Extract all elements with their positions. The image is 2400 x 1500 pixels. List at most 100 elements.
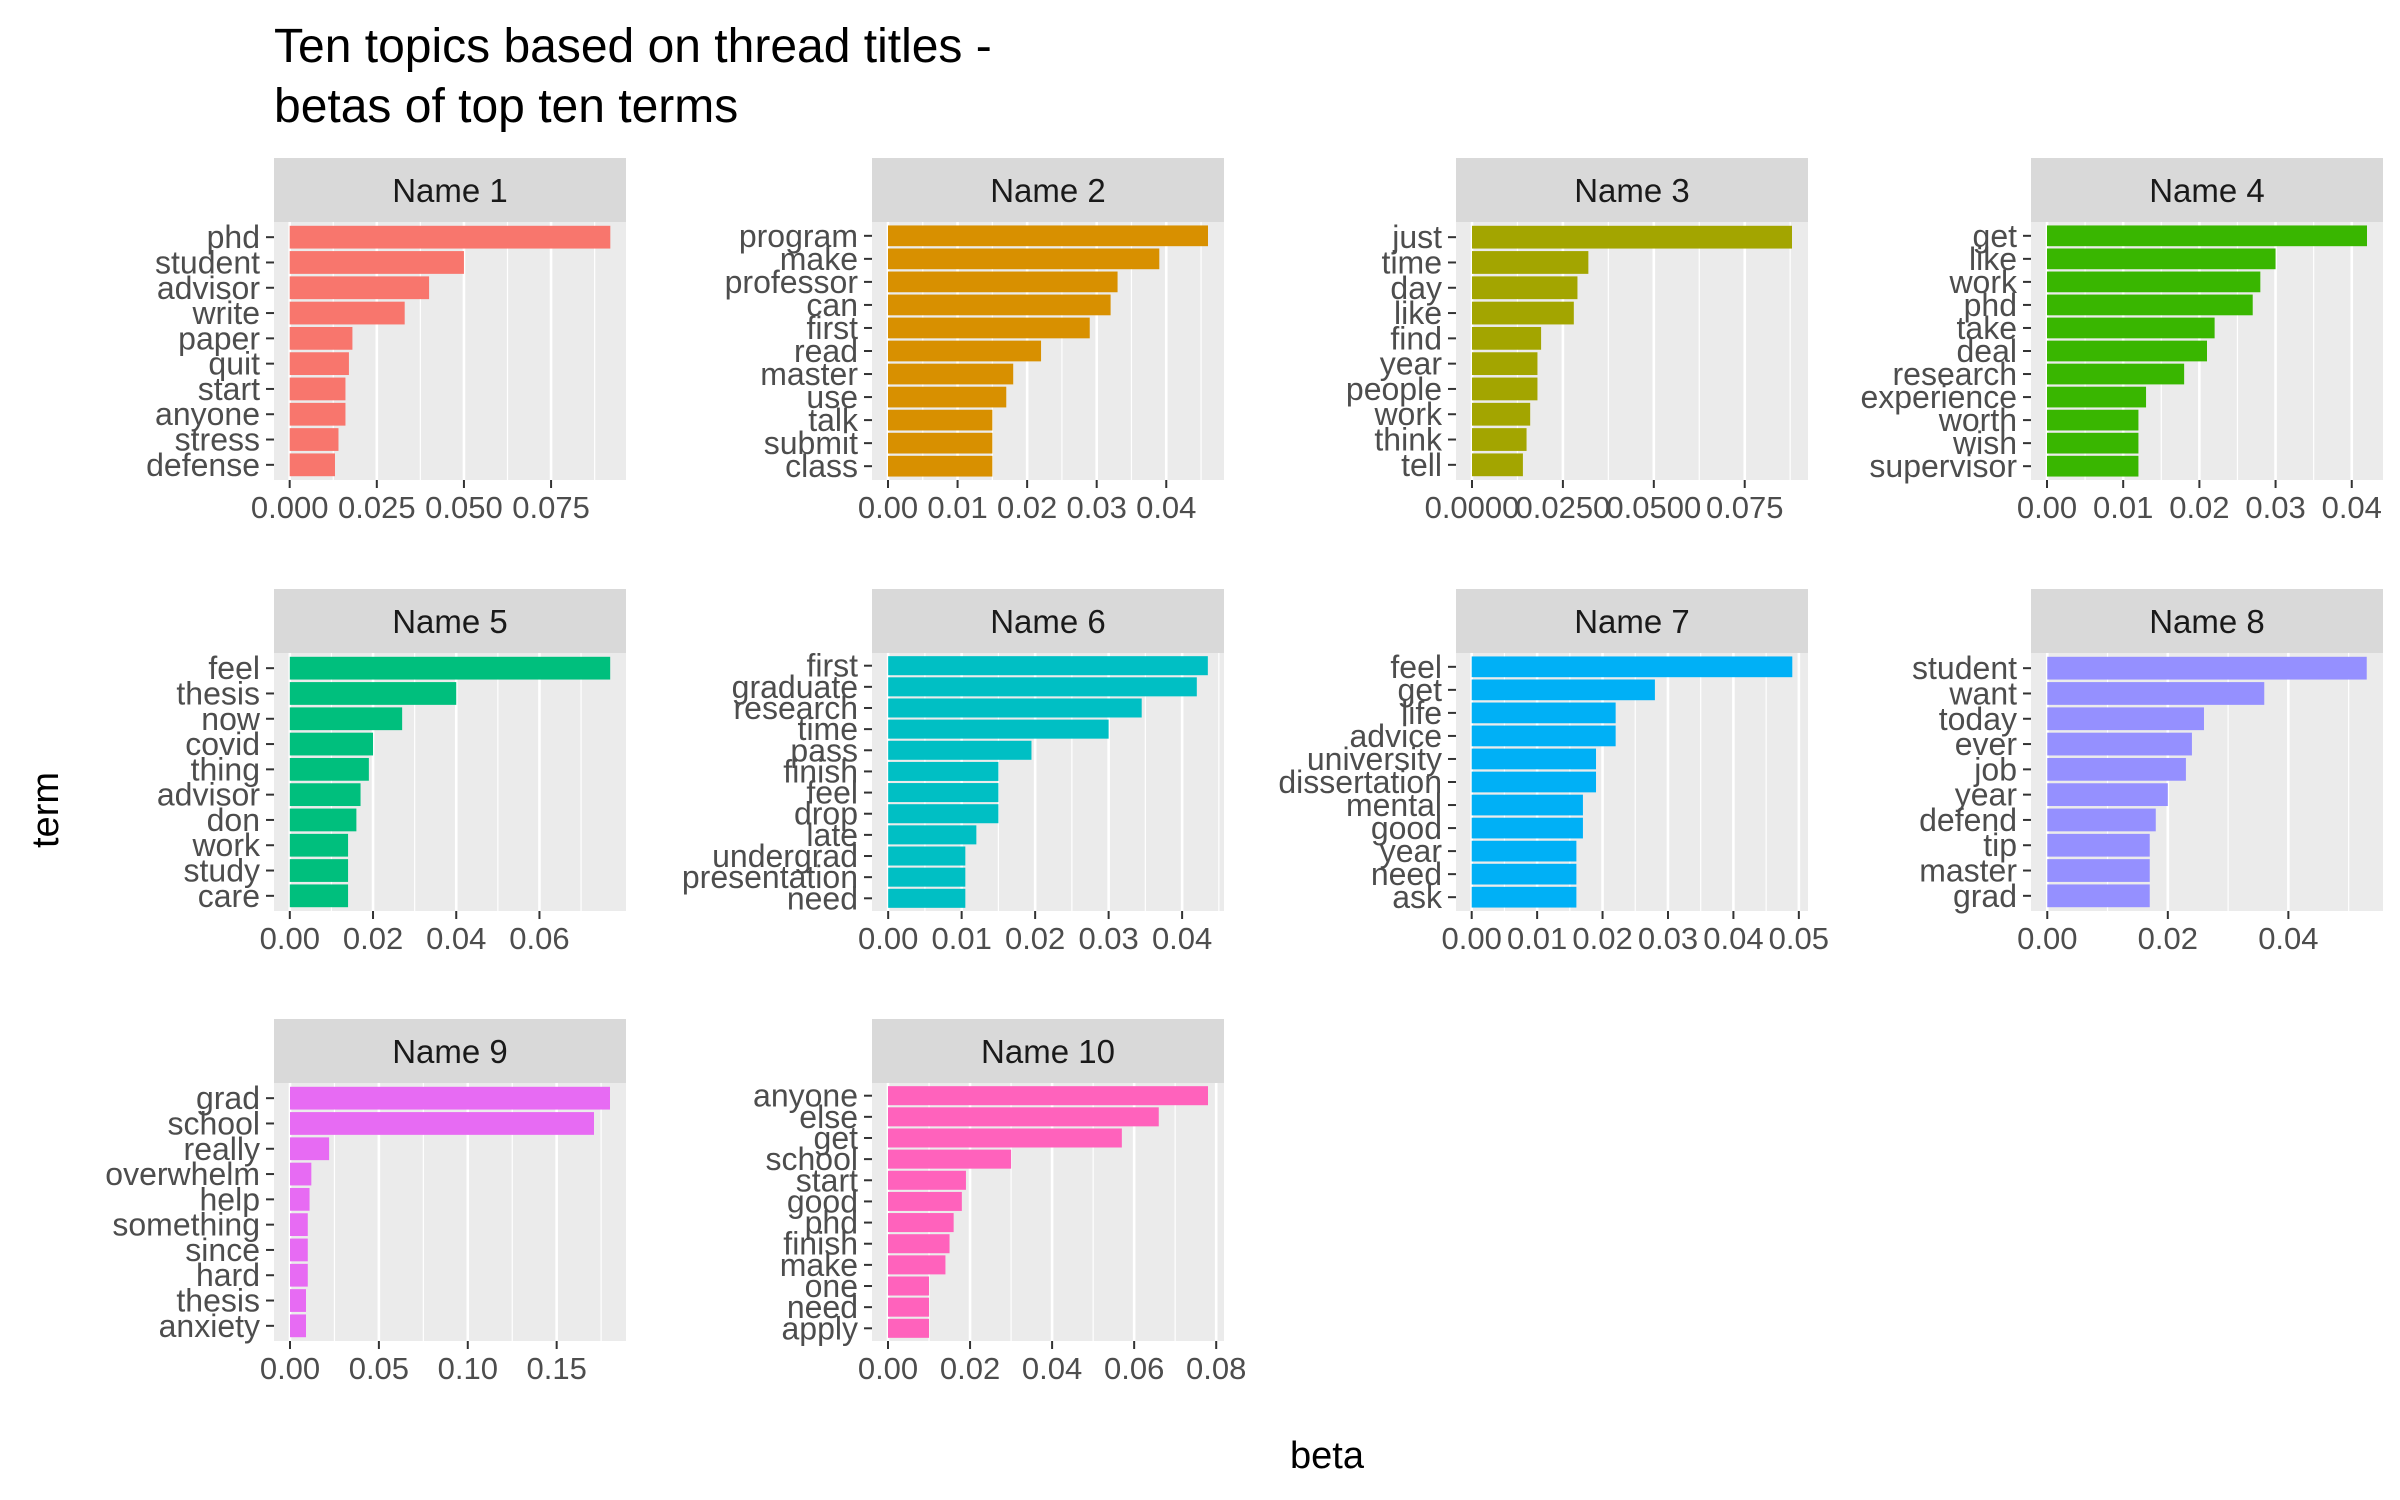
bar-tip: [2047, 833, 2150, 857]
bar-work: [2047, 271, 2261, 293]
bar-master: [888, 363, 1014, 385]
term-label: like: [1969, 241, 2017, 277]
bar-use: [888, 386, 1007, 408]
bar-now: [289, 707, 403, 731]
term-label: feel: [1390, 649, 1442, 685]
facet-strip: [1456, 589, 1808, 653]
bar-hard: [290, 1263, 308, 1287]
x-tick-label: 0.04: [426, 921, 486, 956]
bar-today: [2047, 707, 2204, 731]
term-label: need: [787, 1289, 858, 1325]
x-tick-label: 0.04: [1152, 921, 1212, 956]
facet-2: Name 2 0.00 0.01 0.02 0.03 0.04 programmakepro…: [725, 158, 1224, 525]
term-label: research: [734, 690, 859, 726]
bar-pass: [888, 740, 1032, 760]
term-label: get: [1973, 218, 2018, 254]
term-label: program: [739, 218, 858, 254]
term-label: year: [1380, 833, 1443, 869]
bar-phd: [2047, 294, 2253, 316]
term-label: thesis: [176, 675, 260, 711]
x-tick-label: 0.05: [349, 1351, 409, 1386]
bar-can: [888, 294, 1111, 316]
x-tick-label: 0.02: [2169, 490, 2229, 525]
bar-phd: [289, 225, 611, 249]
term-label: time: [798, 711, 858, 747]
term-label: phd: [207, 219, 260, 255]
x-tick-label: 0.0250: [1515, 490, 1610, 525]
term-label: defend: [1919, 802, 2017, 838]
term-label: good: [787, 1183, 858, 1219]
bar-ever: [2047, 732, 2192, 756]
x-tick-label: 0.04: [2258, 921, 2318, 956]
facet-strip-label: Name 1: [392, 172, 508, 209]
term-label: work: [1373, 396, 1443, 432]
term-label: apply: [782, 1310, 859, 1346]
term-label: grad: [1953, 878, 2017, 914]
bar-finish: [888, 1234, 950, 1254]
facet-7: Name 7 0.00 0.01 0.02 0.03 0.04 0.05 feelgetlif…: [1278, 589, 1829, 956]
x-tick-label: 0.01: [927, 490, 987, 525]
bar-need: [888, 888, 966, 908]
term-label: get: [814, 1120, 859, 1156]
term-label: deal: [1957, 333, 2018, 369]
term-label: tip: [1983, 827, 2017, 863]
facet-strip-label: Name 3: [1574, 172, 1690, 209]
bar-get: [1471, 679, 1655, 701]
term-label: get: [1398, 672, 1443, 708]
bar-thesis: [290, 1289, 306, 1312]
term-label: class: [785, 448, 858, 484]
term-label: think: [1374, 422, 1443, 458]
term-label: finish: [783, 1226, 858, 1262]
bar-supervisor: [2047, 455, 2139, 477]
facet-strip-label: Name 5: [392, 603, 508, 640]
term-label: graduate: [732, 669, 858, 705]
facet-strip: [274, 158, 626, 222]
term-label: master: [760, 356, 858, 392]
bar-find: [1472, 326, 1542, 350]
bar-advisor: [289, 783, 361, 807]
term-label: advice: [1350, 718, 1443, 754]
bar-good: [1471, 817, 1583, 839]
bar-first: [888, 656, 1208, 676]
term-label: don: [207, 802, 260, 838]
bar-research: [2047, 363, 2185, 385]
x-tick-label: 0.02: [1572, 921, 1632, 956]
term-label: defense: [146, 447, 260, 483]
bar-people: [1472, 377, 1538, 401]
term-label: paper: [178, 320, 260, 356]
bar-something: [290, 1213, 308, 1237]
bar-paper: [289, 326, 353, 350]
term-label: else: [799, 1099, 858, 1135]
term-label: read: [794, 333, 858, 369]
x-tick-label: 0.08: [1186, 1351, 1246, 1386]
facet-8: Name 8 0.00 0.02 0.04 studentwanttodayeverjo…: [1912, 589, 2383, 956]
term-label: ever: [1955, 726, 2018, 762]
term-label: work: [1948, 264, 2018, 300]
x-tick-label: 0.00: [858, 921, 918, 956]
x-tick-label: 0.025: [338, 490, 416, 525]
x-tick-label: 0.01: [1507, 921, 1567, 956]
bar-take: [2047, 317, 2215, 339]
x-tick-label: 0.02: [1005, 921, 1065, 956]
facet-9: Name 9 0.00 0.05 0.10 0.15 gradschoolreallyov…: [105, 1019, 626, 1386]
x-tick-label: 0.075: [1706, 490, 1784, 525]
x-tick-label: 0.06: [509, 921, 569, 956]
term-label: undergrad: [712, 838, 858, 874]
x-tick-label: 0.00: [260, 921, 320, 956]
term-label: life: [1401, 695, 1442, 731]
facet-strip-label: Name 9: [392, 1033, 508, 1070]
term-label: quit: [208, 346, 260, 382]
bar-school: [290, 1112, 594, 1135]
bar-overwhelm: [290, 1162, 312, 1186]
bar-need: [1471, 863, 1577, 885]
term-label: talk: [808, 402, 859, 438]
bar-worth: [2047, 409, 2139, 431]
term-label: first: [806, 648, 858, 684]
facet-strip-label: Name 4: [2149, 172, 2265, 209]
bar-want: [2047, 682, 2265, 705]
term-label: need: [1371, 856, 1442, 892]
term-label: just: [1391, 219, 1442, 255]
term-label: advisor: [157, 777, 261, 813]
bar-year: [2047, 783, 2168, 807]
